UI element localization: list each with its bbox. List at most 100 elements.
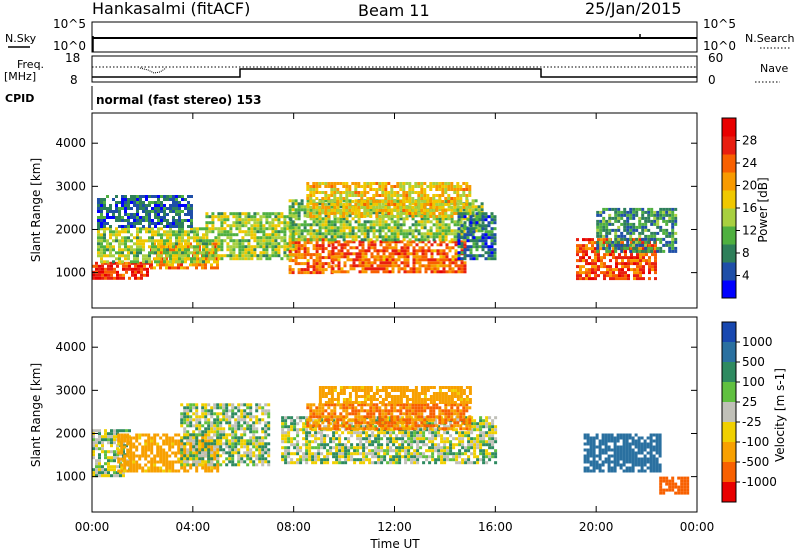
velocity-cell	[159, 446, 162, 449]
power-cell	[382, 205, 385, 208]
power-cell	[459, 209, 462, 212]
velocity-cell	[320, 431, 323, 434]
velocity-cell	[144, 452, 147, 455]
power-cell	[380, 261, 383, 264]
power-cell	[348, 203, 351, 206]
power-cell	[386, 267, 389, 270]
power-cell	[127, 239, 130, 242]
power-cell	[136, 251, 139, 254]
velocity-cell	[255, 409, 258, 412]
power-cell	[447, 194, 450, 197]
power-cell	[327, 185, 330, 188]
power-cell	[309, 185, 312, 188]
power-cell	[304, 235, 307, 238]
power-cell	[465, 194, 468, 197]
power-cell	[579, 265, 582, 268]
power-cell	[107, 274, 110, 277]
power-cell	[626, 232, 629, 235]
velocity-cell	[104, 438, 107, 441]
power-cell	[407, 252, 410, 255]
power-cell	[328, 223, 331, 226]
power-cell	[113, 268, 116, 271]
power-cell	[442, 238, 445, 241]
power-colorbar-swatch	[722, 244, 736, 263]
velocity-cell	[138, 443, 141, 446]
power-cell	[175, 207, 178, 210]
power-cell	[298, 229, 301, 232]
velocity-cell	[95, 462, 98, 465]
velocity-cell	[353, 461, 356, 464]
velocity-cell	[192, 412, 195, 415]
power-cell	[151, 245, 154, 248]
power-cell	[103, 254, 106, 257]
power-cell	[241, 230, 244, 233]
power-cell	[421, 220, 424, 223]
power-cell	[304, 238, 307, 241]
power-cell	[190, 251, 193, 254]
power-cell	[148, 254, 151, 257]
power-cell	[127, 225, 130, 228]
power-cell	[650, 214, 653, 217]
power-cell	[241, 251, 244, 254]
velocity-cell	[195, 452, 198, 455]
power-cell	[441, 182, 444, 185]
power-cell	[128, 277, 131, 280]
power-cell	[627, 265, 630, 268]
power-cell	[181, 222, 184, 225]
velocity-cell	[284, 431, 287, 434]
power-cell	[183, 266, 186, 269]
power-cell	[235, 233, 238, 236]
power-cell	[265, 233, 268, 236]
velocity-cell	[165, 443, 168, 446]
power-cell	[415, 226, 418, 229]
velocity-cell	[237, 463, 240, 466]
power-cell	[124, 248, 127, 251]
power-cell	[417, 194, 420, 197]
power-cell	[436, 229, 439, 232]
velocity-cell	[323, 455, 326, 458]
power-cell	[588, 268, 591, 271]
power-cell	[626, 211, 629, 214]
power-cell	[614, 214, 617, 217]
power-ylabel: Slant Range [km]	[29, 158, 43, 262]
power-cell	[585, 238, 588, 241]
velocity-cell	[252, 430, 255, 433]
power-cell	[629, 211, 632, 214]
velocity-cell	[216, 470, 219, 473]
velocity-cell	[371, 431, 374, 434]
power-cell	[358, 235, 361, 238]
power-cell	[169, 230, 172, 233]
velocity-cell	[189, 424, 192, 427]
power-cell	[181, 225, 184, 228]
power-cell	[621, 274, 624, 277]
power-cell	[668, 214, 671, 217]
power-cell	[181, 230, 184, 233]
power-cell	[423, 206, 426, 209]
velocity-cell	[129, 452, 132, 455]
velocity-cell	[192, 445, 195, 448]
velocity-cell	[258, 418, 261, 421]
power-cell	[449, 246, 452, 249]
power-cell	[623, 235, 626, 238]
power-cell	[345, 182, 348, 185]
power-cell	[405, 182, 408, 185]
power-cell	[142, 242, 145, 245]
velocity-cell	[267, 448, 270, 451]
power-cell	[394, 229, 397, 232]
power-cell	[121, 219, 124, 222]
velocity-cell	[240, 457, 243, 460]
power-cell	[392, 264, 395, 267]
velocity-cell	[326, 455, 329, 458]
power-cell	[157, 239, 160, 242]
velocity-cell	[281, 422, 284, 425]
power-cell	[404, 243, 407, 246]
power-cell	[608, 241, 611, 244]
power-cell	[335, 270, 338, 273]
power-cell	[386, 243, 389, 246]
power-cell	[309, 191, 312, 194]
power-cell	[588, 241, 591, 244]
power-cell	[579, 259, 582, 262]
power-cell	[441, 191, 444, 194]
power-cell	[154, 222, 157, 225]
velocity-cell	[210, 436, 213, 439]
